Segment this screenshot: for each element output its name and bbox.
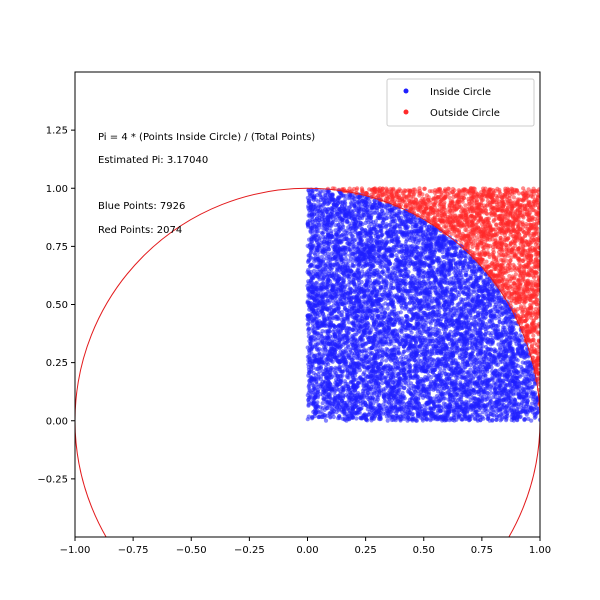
inside-point [461,268,466,273]
inside-point [391,265,396,270]
inside-point [537,417,540,422]
inside-point [522,417,527,423]
inside-point [520,338,525,343]
inside-point [385,418,390,423]
outside-point [537,187,540,192]
outside-point [511,195,516,200]
outside-point [475,247,480,252]
inside-point [305,417,310,422]
inside-point [394,253,399,258]
inside-point [486,416,491,421]
inside-point [397,250,402,255]
inside-point [424,417,429,422]
inside-point [441,401,446,406]
inside-point [384,346,389,351]
outside-point [508,258,513,263]
inside-point [307,386,312,391]
inside-point [341,363,346,368]
outside-point [521,186,526,191]
scatter-points [305,186,540,423]
inside-point [488,309,493,314]
inside-point [494,362,499,367]
inside-point [454,350,459,355]
inside-point [305,322,310,327]
inside-point [354,416,359,421]
inside-point [354,327,359,333]
inside-point [312,268,317,273]
inside-point [320,329,325,334]
